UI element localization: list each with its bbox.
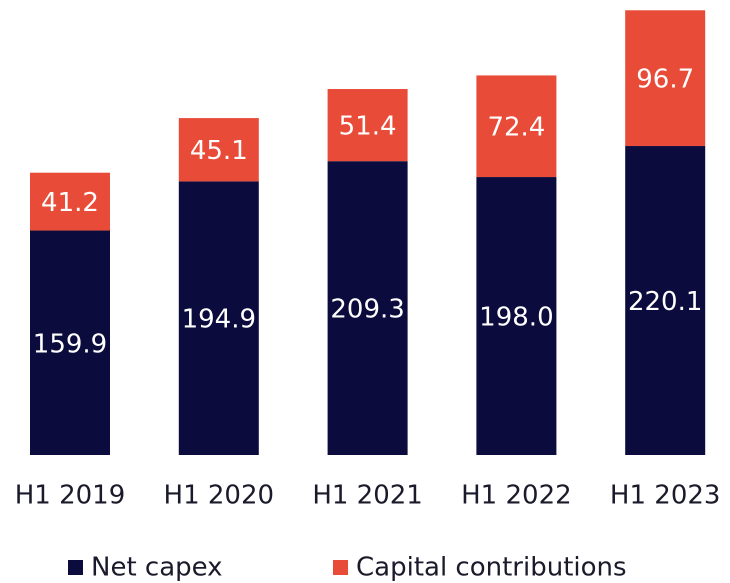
data-label: 45.1 (190, 136, 248, 166)
x-tick-label: H1 2021 (312, 481, 423, 511)
data-label: 51.4 (339, 112, 397, 142)
bar-segment (30, 230, 110, 455)
bar-segment (476, 177, 557, 455)
data-label: 209.3 (330, 295, 404, 325)
bar-segment (327, 89, 408, 162)
bar-segment (178, 181, 259, 455)
bar-segment (625, 10, 706, 147)
x-tick-label: H1 2022 (461, 481, 572, 511)
legend-label: Net capex (91, 553, 223, 583)
x-tick-label: H1 2020 (164, 481, 275, 511)
bar-segment (476, 75, 557, 178)
data-label: 194.9 (182, 305, 256, 335)
data-label: 96.7 (636, 65, 694, 95)
legend-swatch (333, 560, 348, 575)
bar-segment (327, 161, 408, 456)
x-tick-label: H1 2023 (610, 481, 721, 511)
bar-segment (625, 146, 706, 456)
data-label: 220.1 (628, 287, 702, 317)
legend-swatch (68, 560, 83, 575)
data-label: 198.0 (479, 303, 553, 333)
bar-segment (30, 172, 110, 231)
data-label: 72.4 (487, 113, 545, 143)
x-tick-label: H1 2019 (15, 481, 126, 511)
bar-segment (178, 118, 259, 182)
legend-label: Capital contributions (356, 553, 627, 583)
data-label: 159.9 (33, 329, 107, 359)
data-label: 41.2 (41, 188, 99, 218)
